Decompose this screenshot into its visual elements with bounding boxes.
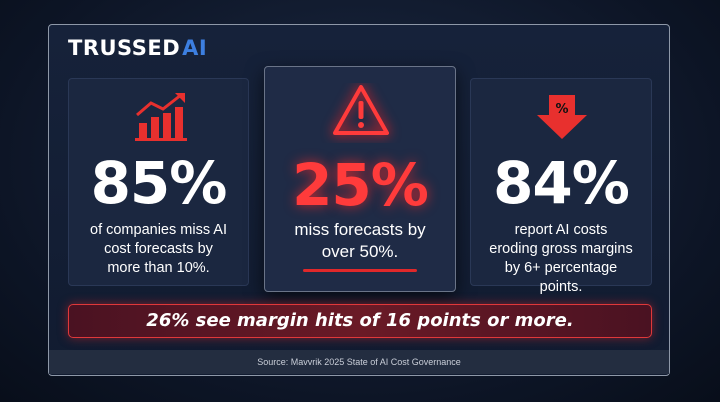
icon-label: % bbox=[555, 102, 568, 117]
stat-text: miss forecasts by over 50%. bbox=[294, 220, 426, 261]
stat-card: % 84% report AI costs eroding gross marg… bbox=[470, 78, 652, 295]
banner: 26% see margin hits of 16 points or more… bbox=[68, 304, 652, 338]
warning-icon bbox=[333, 85, 389, 135]
underline bbox=[303, 269, 417, 272]
source: Source: Mavvrik 2025 State of AI Cost Go… bbox=[49, 350, 669, 374]
chart-icon bbox=[135, 93, 187, 141]
brand-name: TRUSSED bbox=[68, 36, 181, 60]
stat: 25% bbox=[292, 151, 429, 219]
stat-card: 85% of companies miss AI cost forecasts … bbox=[68, 78, 249, 286]
stat-text: report AI costs eroding gross margins by… bbox=[489, 222, 633, 295]
stat: 85% bbox=[90, 149, 228, 217]
stat: 84% bbox=[493, 149, 630, 217]
stat-card: 25% miss forecasts by over 50%. bbox=[264, 66, 456, 292]
logo: TRUSSEDAI bbox=[68, 36, 207, 60]
brand-mark: AI bbox=[182, 36, 208, 60]
stat-text: of companies miss AI cost forecasts by m… bbox=[90, 222, 227, 276]
down-arrow-icon: % bbox=[537, 95, 587, 139]
